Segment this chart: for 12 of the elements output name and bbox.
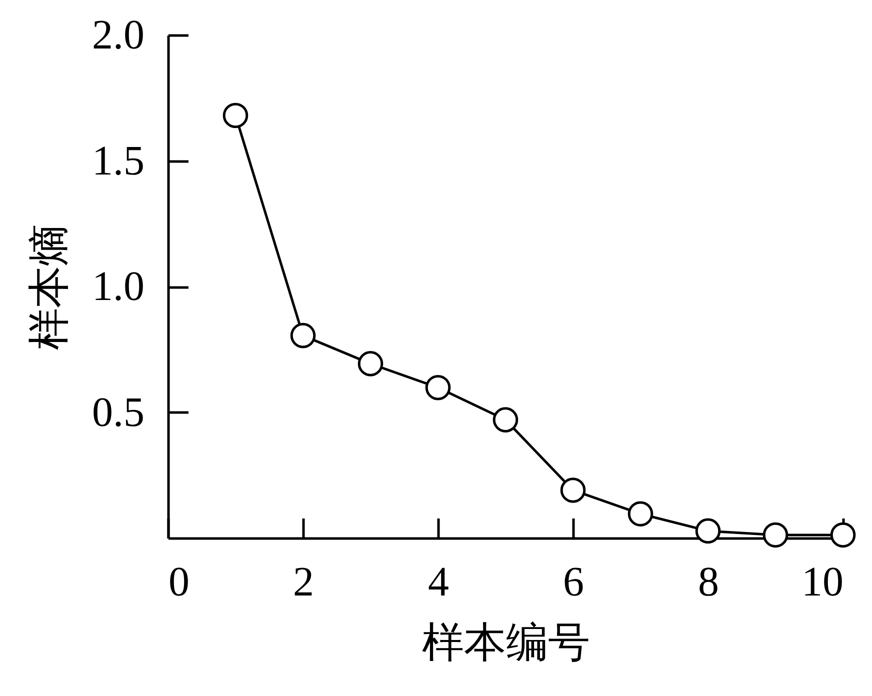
y-tick-label: 2.0 bbox=[92, 12, 144, 58]
y-tick-label: 1.0 bbox=[92, 264, 144, 310]
x-tick-label: 10 bbox=[802, 560, 844, 606]
x-tick-label: 2 bbox=[293, 560, 314, 606]
x-tick-label: 8 bbox=[698, 560, 719, 606]
x-tick-label: 0 bbox=[168, 560, 190, 606]
y-tick-label: 0.5 bbox=[92, 390, 144, 436]
x-tick-label: 6 bbox=[563, 560, 584, 606]
y-tick-label: 1.5 bbox=[92, 138, 144, 184]
x-axis-title: 样本编号 bbox=[422, 620, 590, 666]
x-tick-label: 4 bbox=[428, 560, 449, 606]
y-axis-title: 样本熵 bbox=[27, 224, 73, 350]
